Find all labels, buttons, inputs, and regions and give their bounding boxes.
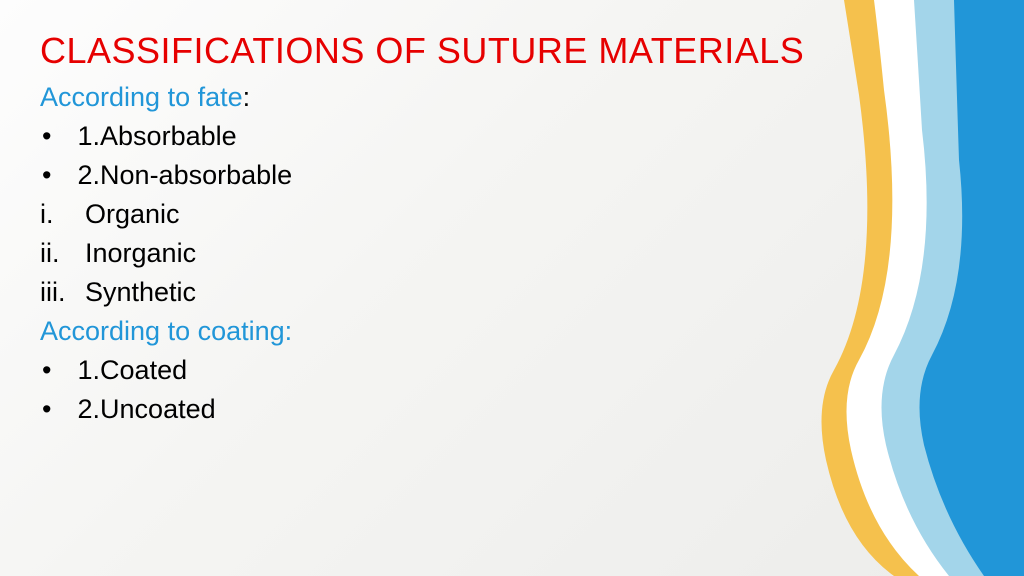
section2-bullet-2: 2.Uncoated [40,394,1024,425]
section1-heading-text: According to fate [40,82,243,112]
section1-heading-colon: : [243,82,251,112]
slide: CLASSIFICATIONS OF SUTURE MATERIALS Acco… [0,0,1024,576]
bullet-text: 2.Non-absorbable [78,160,293,190]
section1-roman-1: i.Organic [40,199,1024,230]
roman-text: Organic [85,199,180,229]
bullet-text: 2.Uncoated [78,394,216,424]
roman-numeral: iii. [40,277,85,308]
section2-heading: According to coating: [40,316,1024,347]
section1-heading: According to fate: [40,82,1024,113]
roman-text: Synthetic [85,277,196,307]
bullet-text: 1.Coated [78,355,188,385]
slide-title: CLASSIFICATIONS OF SUTURE MATERIALS [40,30,1024,72]
roman-text: Inorganic [85,238,196,268]
bullet-text: 1.Absorbable [78,121,237,151]
section1-bullet-1: 1.Absorbable [40,121,1024,152]
content-area: CLASSIFICATIONS OF SUTURE MATERIALS Acco… [0,0,1024,425]
roman-numeral: i. [40,199,85,230]
section2-bullet-1: 1.Coated [40,355,1024,386]
section1-roman-3: iii.Synthetic [40,277,1024,308]
roman-numeral: ii. [40,238,85,269]
section1-roman-2: ii.Inorganic [40,238,1024,269]
section1-bullet-2: 2.Non-absorbable [40,160,1024,191]
